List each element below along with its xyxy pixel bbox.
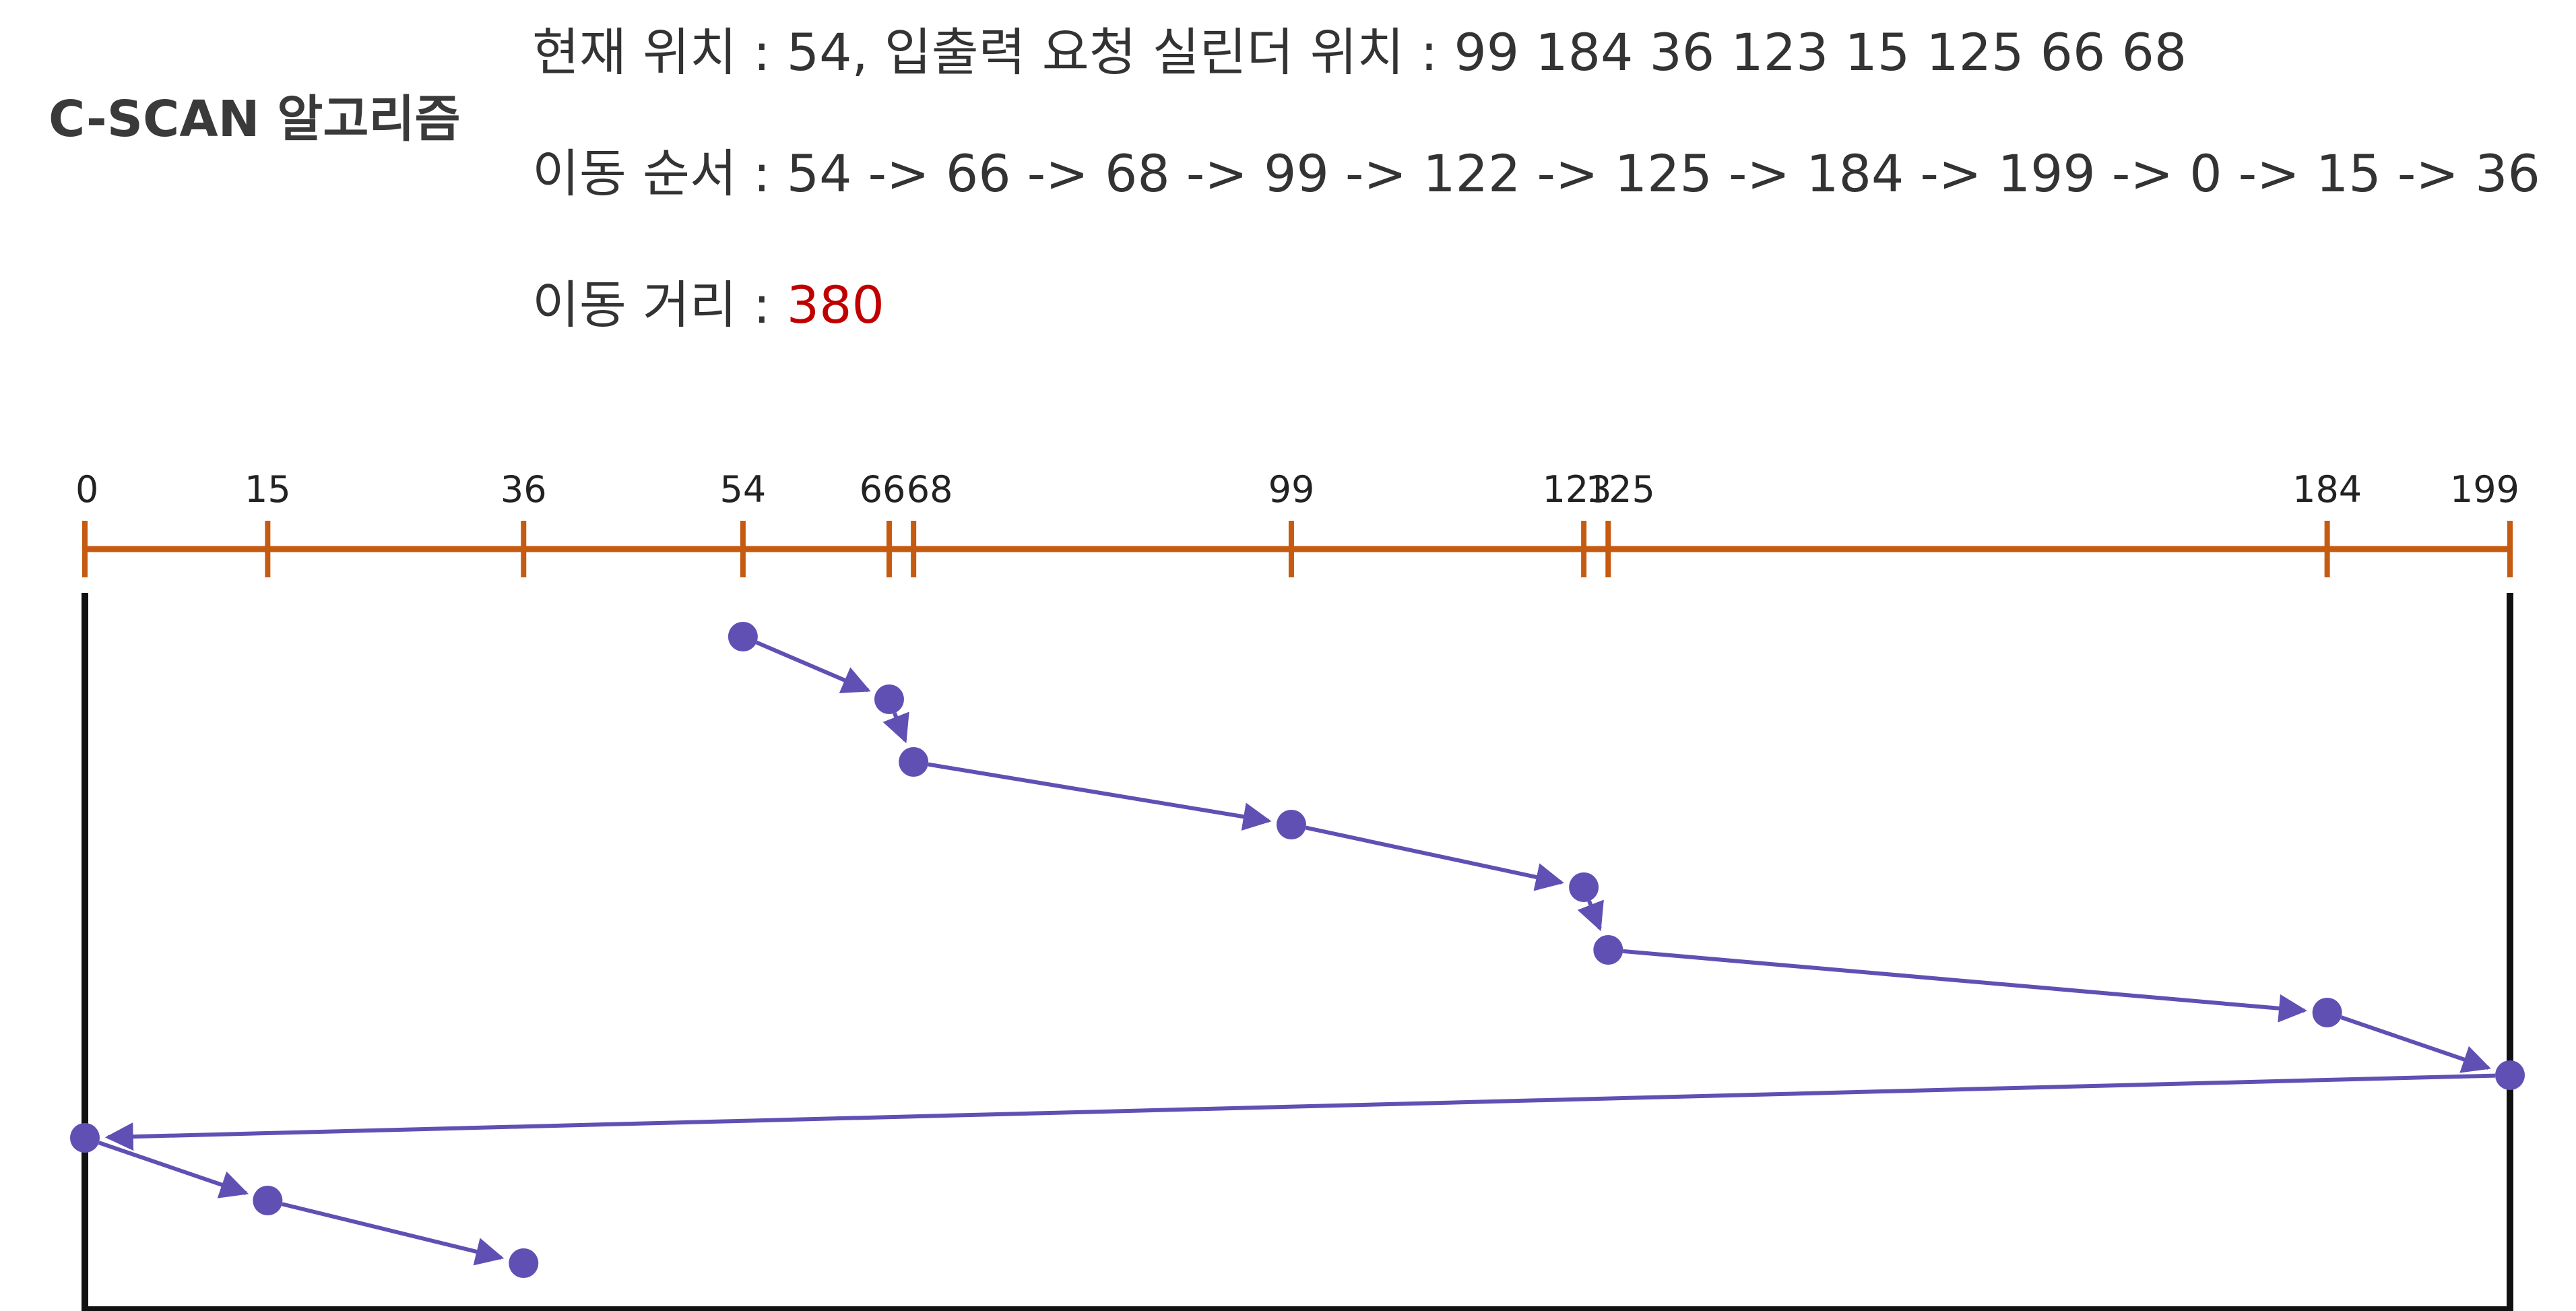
seek-arrow-15-to-36 bbox=[282, 1202, 505, 1266]
move-order-label: 이동 순서 : bbox=[532, 143, 787, 203]
seek-arrow-199-to-0 bbox=[104, 1073, 2496, 1151]
seek-arrow-99-to-123 bbox=[1305, 825, 1564, 891]
axis-tick-label-15: 15 bbox=[245, 468, 291, 511]
seek-point-36 bbox=[509, 1248, 539, 1278]
seek-point-123 bbox=[1569, 872, 1599, 902]
move-order-sequence: 54 -> 66 -> 68 -> 99 -> 122 -> 125 -> 18… bbox=[786, 143, 2540, 203]
axis-tick-label-36: 36 bbox=[501, 468, 547, 511]
axis-tick-label-199: 199 bbox=[2450, 468, 2519, 511]
seek-arrow-66-to-68 bbox=[882, 711, 909, 744]
seek-arrow-184-to-199 bbox=[2340, 1015, 2491, 1073]
seek-point-0 bbox=[70, 1123, 100, 1153]
move-distance-value: 380 bbox=[786, 275, 884, 335]
seek-arrow-123-to-125 bbox=[1577, 899, 1604, 932]
seek-arrow-68-to-99 bbox=[928, 762, 1272, 831]
seek-point-68 bbox=[899, 747, 929, 777]
current-position-line: 현재 위치 : 54, 입출력 요청 실린더 위치 : 99 184 36 12… bbox=[532, 27, 2187, 78]
seek-point-15 bbox=[253, 1186, 283, 1215]
current-position-label: 현재 위치 : 54, 입출력 요청 실린더 위치 : bbox=[532, 22, 1454, 82]
seek-point-99 bbox=[1276, 810, 1306, 839]
axis-tick-label-68: 68 bbox=[907, 468, 953, 511]
seek-point-66 bbox=[874, 684, 904, 714]
axis-tick-label-123: 123 bbox=[1543, 468, 1612, 511]
axis-tick-label-99: 99 bbox=[1268, 468, 1315, 511]
diagram-title: C-SCAN 알고리즘 bbox=[49, 90, 461, 148]
seek-point-199 bbox=[2495, 1060, 2525, 1090]
seek-point-125 bbox=[1593, 935, 1623, 965]
move-distance-label: 이동 거리 : bbox=[532, 275, 787, 335]
axis-tick-label-184: 184 bbox=[2292, 468, 2362, 511]
request-list: 99 184 36 123 15 125 66 68 bbox=[1454, 22, 2187, 82]
axis-tick-label-0: 0 bbox=[75, 468, 98, 511]
move-order-line: 이동 순서 : 54 -> 66 -> 68 -> 99 -> 122 -> 1… bbox=[532, 148, 2540, 199]
move-distance-line: 이동 거리 : 380 bbox=[532, 280, 884, 331]
axis-tick-label-125: 125 bbox=[1586, 468, 1655, 511]
seek-arrow-125-to-184 bbox=[1622, 949, 2307, 1023]
seek-point-184 bbox=[2312, 998, 2342, 1027]
axis-tick-label-66: 66 bbox=[860, 468, 906, 511]
seek-point-54 bbox=[728, 622, 758, 651]
seek-arrow-54-to-66 bbox=[755, 640, 871, 694]
seek-arrow-0-to-15 bbox=[98, 1141, 249, 1198]
axis-tick-label-54: 54 bbox=[720, 468, 767, 511]
